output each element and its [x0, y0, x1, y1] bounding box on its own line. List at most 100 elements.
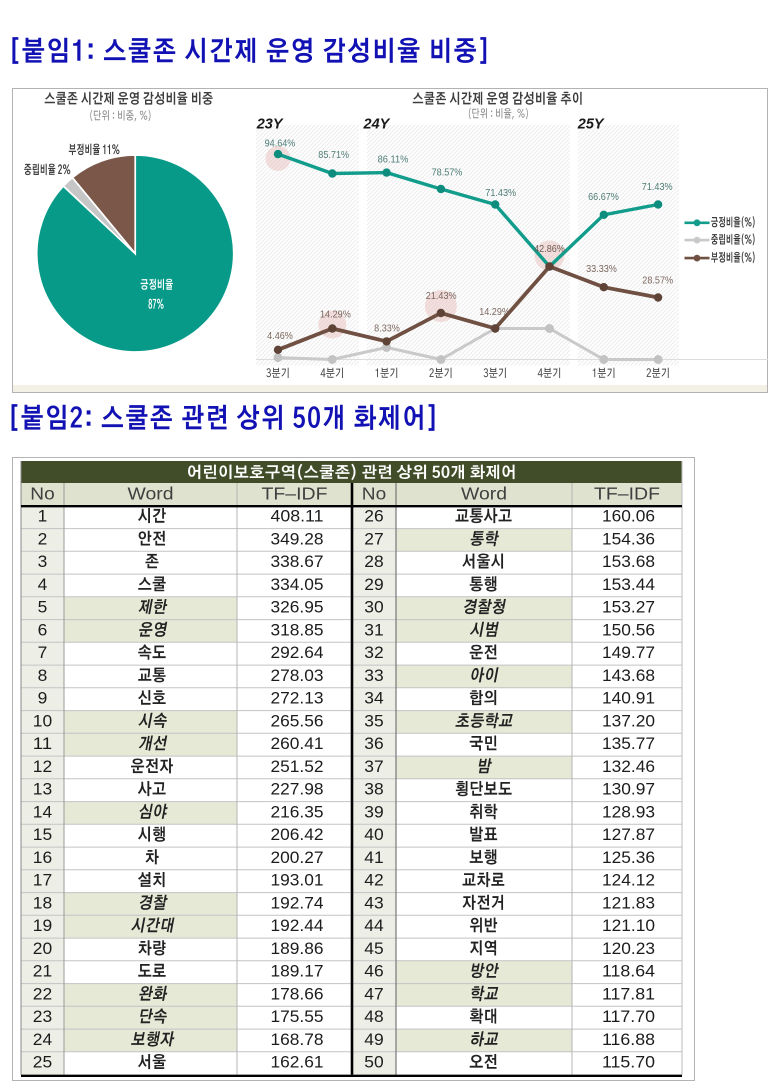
svg-text:175.55: 175.55	[271, 1008, 324, 1026]
svg-text:117.70: 117.70	[602, 1008, 655, 1026]
svg-text:47: 47	[364, 986, 383, 1004]
svg-text:41: 41	[364, 849, 383, 867]
svg-text:42: 42	[364, 872, 383, 890]
svg-text:71.43%: 71.43%	[642, 182, 673, 193]
svg-text:TF–IDF: TF–IDF	[594, 483, 660, 503]
svg-text:9: 9	[38, 690, 48, 708]
svg-text:43: 43	[364, 895, 383, 913]
svg-text:137.20: 137.20	[602, 713, 655, 731]
svg-text:1: 1	[38, 508, 48, 526]
svg-text:14: 14	[33, 804, 52, 822]
svg-text:24: 24	[33, 1031, 52, 1049]
svg-text:18: 18	[33, 895, 52, 913]
svg-text:35: 35	[364, 713, 383, 731]
svg-text:227.98: 227.98	[271, 781, 324, 799]
svg-text:10: 10	[33, 713, 52, 731]
svg-text:14.29%: 14.29%	[320, 309, 351, 320]
svg-text:39: 39	[364, 804, 383, 822]
svg-text:189.86: 189.86	[271, 940, 324, 958]
svg-text:48: 48	[364, 1008, 383, 1026]
svg-text:45: 45	[364, 940, 383, 958]
svg-text:408.11: 408.11	[271, 508, 324, 526]
svg-text:192.44: 192.44	[271, 917, 324, 935]
svg-text:121.83: 121.83	[602, 895, 655, 913]
svg-text:116.88: 116.88	[602, 1031, 655, 1049]
svg-text:154.36: 154.36	[602, 531, 655, 549]
svg-text:120.23: 120.23	[602, 940, 655, 958]
svg-text:31: 31	[364, 622, 383, 640]
svg-text:49: 49	[364, 1031, 383, 1049]
svg-text:40: 40	[364, 826, 383, 844]
svg-text:153.68: 153.68	[602, 553, 655, 571]
svg-text:34: 34	[364, 690, 383, 708]
svg-text:200.27: 200.27	[271, 849, 324, 867]
svg-text:30: 30	[364, 599, 383, 617]
svg-text:128.93: 128.93	[602, 804, 655, 822]
svg-text:TF–IDF: TF–IDF	[262, 483, 328, 503]
svg-text:22: 22	[33, 986, 52, 1004]
svg-text:23Y: 23Y	[256, 117, 284, 133]
svg-text:28: 28	[364, 553, 383, 571]
svg-text:265.56: 265.56	[271, 713, 324, 731]
svg-text:5: 5	[38, 599, 48, 617]
svg-text:21: 21	[33, 963, 52, 981]
svg-text:278.03: 278.03	[271, 667, 324, 685]
svg-text:168.78: 168.78	[271, 1031, 324, 1049]
svg-text:3: 3	[38, 553, 48, 571]
svg-text:272.13: 272.13	[271, 690, 324, 708]
svg-text:8: 8	[38, 667, 48, 685]
svg-text:No: No	[362, 483, 386, 503]
svg-text:260.41: 260.41	[271, 735, 324, 753]
svg-text:24Y: 24Y	[363, 117, 391, 133]
svg-text:Word: Word	[461, 483, 507, 503]
svg-text:127.87: 127.87	[602, 826, 655, 844]
svg-text:140.91: 140.91	[602, 690, 655, 708]
svg-text:71.43%: 71.43%	[485, 188, 516, 199]
svg-text:318.85: 318.85	[271, 622, 324, 640]
svg-text:251.52: 251.52	[271, 758, 324, 776]
svg-text:No: No	[30, 483, 54, 503]
svg-text:117.81: 117.81	[602, 986, 655, 1004]
svg-text:33: 33	[364, 667, 383, 685]
svg-text:150.56: 150.56	[602, 622, 655, 640]
svg-text:16: 16	[33, 849, 52, 867]
svg-text:118.64: 118.64	[602, 963, 655, 981]
svg-text:32: 32	[364, 644, 383, 662]
svg-text:33.33%: 33.33%	[586, 264, 617, 275]
svg-text:15: 15	[33, 826, 52, 844]
svg-text:160.06: 160.06	[602, 508, 655, 526]
svg-text:11: 11	[33, 735, 52, 753]
svg-text:130.97: 130.97	[602, 781, 655, 799]
svg-text:20: 20	[33, 940, 52, 958]
svg-text:189.17: 189.17	[271, 963, 324, 981]
svg-text:36: 36	[364, 735, 383, 753]
svg-text:27: 27	[364, 531, 383, 549]
svg-text:178.66: 178.66	[271, 986, 324, 1004]
svg-text:25Y: 25Y	[577, 117, 605, 133]
svg-text:37: 37	[364, 758, 383, 776]
svg-text:135.77: 135.77	[602, 735, 655, 753]
svg-text:115.70: 115.70	[602, 1054, 655, 1072]
svg-text:6: 6	[38, 622, 48, 640]
svg-text:216.35: 216.35	[271, 804, 324, 822]
svg-text:46: 46	[364, 963, 383, 981]
svg-text:14.29%: 14.29%	[479, 307, 510, 318]
svg-text:7: 7	[38, 644, 48, 662]
svg-text:42.86%: 42.86%	[534, 244, 565, 255]
svg-text:125.36: 125.36	[602, 849, 655, 867]
svg-text:23: 23	[33, 1008, 52, 1026]
svg-text:349.28: 349.28	[271, 531, 324, 549]
svg-text:94.64%: 94.64%	[265, 139, 296, 150]
svg-text:143.68: 143.68	[602, 667, 655, 685]
svg-text:86.11%: 86.11%	[378, 155, 409, 166]
svg-text:121.10: 121.10	[602, 917, 655, 935]
svg-text:29: 29	[364, 576, 383, 594]
svg-text:153.44: 153.44	[602, 576, 655, 594]
svg-text:124.12: 124.12	[602, 872, 655, 890]
svg-text:17: 17	[33, 872, 52, 890]
svg-text:85.71%: 85.71%	[318, 150, 349, 161]
svg-text:153.27: 153.27	[602, 599, 655, 617]
svg-text:192.74: 192.74	[271, 895, 324, 913]
svg-text:38: 38	[364, 781, 383, 799]
svg-text:Word: Word	[128, 483, 174, 503]
